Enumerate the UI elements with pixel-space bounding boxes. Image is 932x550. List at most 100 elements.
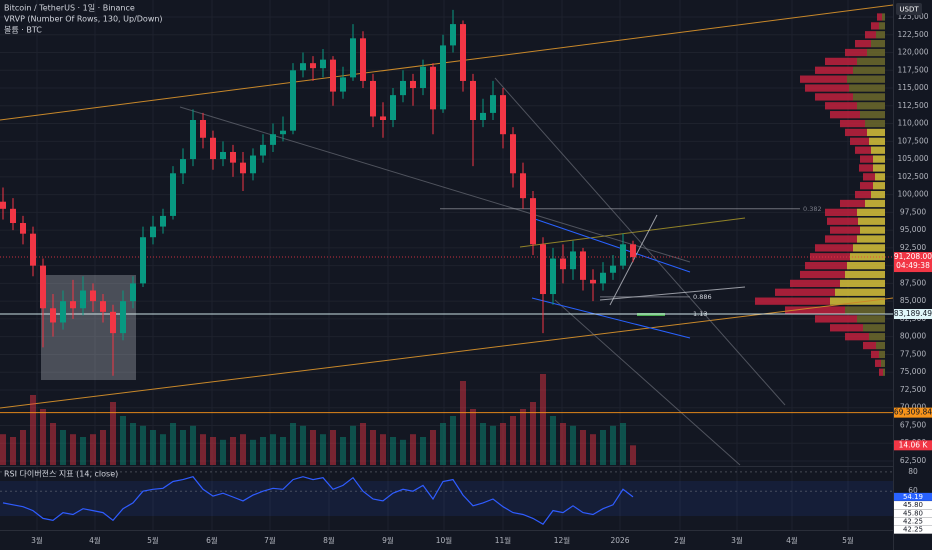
profile-up — [869, 333, 885, 341]
rsi-label-box — [894, 501, 932, 510]
candle-body — [0, 201, 6, 209]
volume-bar — [410, 434, 416, 465]
rsi-label: 45.80 — [903, 501, 923, 509]
profile-down — [871, 350, 879, 359]
x-tick-label: 2월 — [674, 535, 686, 545]
profile-down — [800, 75, 847, 83]
profile-up — [881, 359, 885, 367]
drawings — [0, 4, 894, 466]
y-tick-label: 95,000 — [900, 225, 926, 234]
y-tick-label: 110,000 — [897, 119, 928, 128]
rsi-label: 54.19 — [903, 493, 923, 501]
candle-body — [360, 38, 366, 81]
candle-body — [580, 251, 586, 280]
rsi-label-box — [894, 525, 932, 534]
candle-body — [130, 283, 136, 302]
profile-down — [810, 253, 850, 261]
profile-up — [875, 173, 885, 181]
volume-bar — [460, 381, 466, 465]
profile-up — [857, 57, 885, 66]
profile-up — [873, 155, 885, 163]
profile-up — [847, 75, 885, 83]
candle-body — [340, 77, 346, 92]
profile-down — [775, 288, 835, 296]
candle-body — [30, 233, 36, 266]
candle-body — [240, 162, 246, 174]
candle-body — [110, 311, 116, 334]
volume-bar — [10, 437, 16, 465]
y-tick-label: 117,500 — [897, 65, 928, 74]
candle-body — [60, 301, 66, 323]
candle-body — [440, 45, 446, 110]
volume-bar — [280, 437, 286, 465]
x-tick-label: 4월 — [786, 535, 798, 545]
profile-down — [840, 119, 865, 128]
volume-bar — [50, 423, 56, 465]
candle-body — [90, 290, 96, 302]
candle-body — [290, 70, 296, 131]
candle-body — [210, 137, 216, 160]
volume-bar — [300, 425, 306, 465]
candle-body — [460, 24, 466, 81]
volume-bar — [500, 423, 506, 465]
candle-body — [400, 80, 406, 96]
chart-title: Bitcoin / TetherUS · 1일 · Binance — [4, 4, 135, 13]
axes: 62,50065,00067,50070,00072,50075,00077,5… — [31, 12, 932, 545]
currency-box[interactable] — [896, 3, 922, 15]
volume-bar — [200, 434, 206, 465]
candle-body — [330, 59, 336, 92]
candle-body — [510, 134, 516, 174]
rsi-title: RSI 다이버전스 지표 (14, close) — [4, 469, 118, 479]
profile-down — [815, 244, 853, 252]
candle-body — [600, 272, 606, 284]
y-tick-label: 67,500 — [900, 420, 926, 429]
candle-body — [450, 24, 456, 46]
volume-bar — [310, 430, 316, 465]
candle-body — [70, 301, 76, 309]
channel-line — [531, 217, 691, 273]
y-tick-label: 77,500 — [900, 349, 926, 358]
volume-bar — [190, 425, 196, 465]
profile-up — [871, 190, 885, 199]
volume-bar — [80, 437, 86, 465]
profile-down — [825, 235, 857, 243]
profile-up — [860, 111, 885, 119]
volume-bar — [210, 437, 216, 465]
x-tick-label: 7월 — [264, 535, 276, 545]
volume-bar — [360, 423, 366, 465]
candle-body — [370, 80, 376, 117]
profile-up — [835, 288, 885, 296]
rsi-band — [0, 481, 893, 516]
candle-body — [490, 95, 496, 113]
profile-down — [859, 164, 873, 172]
profile-up — [858, 217, 885, 225]
x-tick-label: 12월 — [554, 535, 571, 545]
profile-down — [855, 146, 871, 154]
profile-down — [815, 315, 857, 323]
profile-down — [815, 66, 853, 74]
volume-bar — [400, 439, 406, 465]
volume-bar — [630, 445, 636, 465]
y-tick-label: 70,000 — [900, 403, 926, 412]
candle-body — [280, 130, 286, 135]
y-tick-label: 125,000 — [897, 12, 928, 21]
y-tick-label: 107,500 — [897, 136, 928, 145]
candle-body — [220, 151, 226, 160]
volume-bar — [590, 434, 596, 465]
profile-up — [873, 182, 885, 190]
volume-bar — [610, 425, 616, 465]
candle-body — [530, 198, 536, 245]
candle-body — [100, 301, 106, 312]
volume-bar — [530, 402, 536, 465]
trend-line — [0, 297, 894, 409]
volume-bar — [380, 434, 386, 465]
candle-body — [200, 120, 206, 138]
candle-body — [230, 151, 236, 163]
candle-body — [630, 244, 636, 258]
y-tick-label: 75,000 — [900, 367, 926, 376]
volume-bar — [260, 437, 266, 465]
x-tick-label: 8월 — [323, 535, 335, 545]
profile-down — [863, 341, 876, 350]
currency[interactable]: USDT — [899, 6, 919, 14]
